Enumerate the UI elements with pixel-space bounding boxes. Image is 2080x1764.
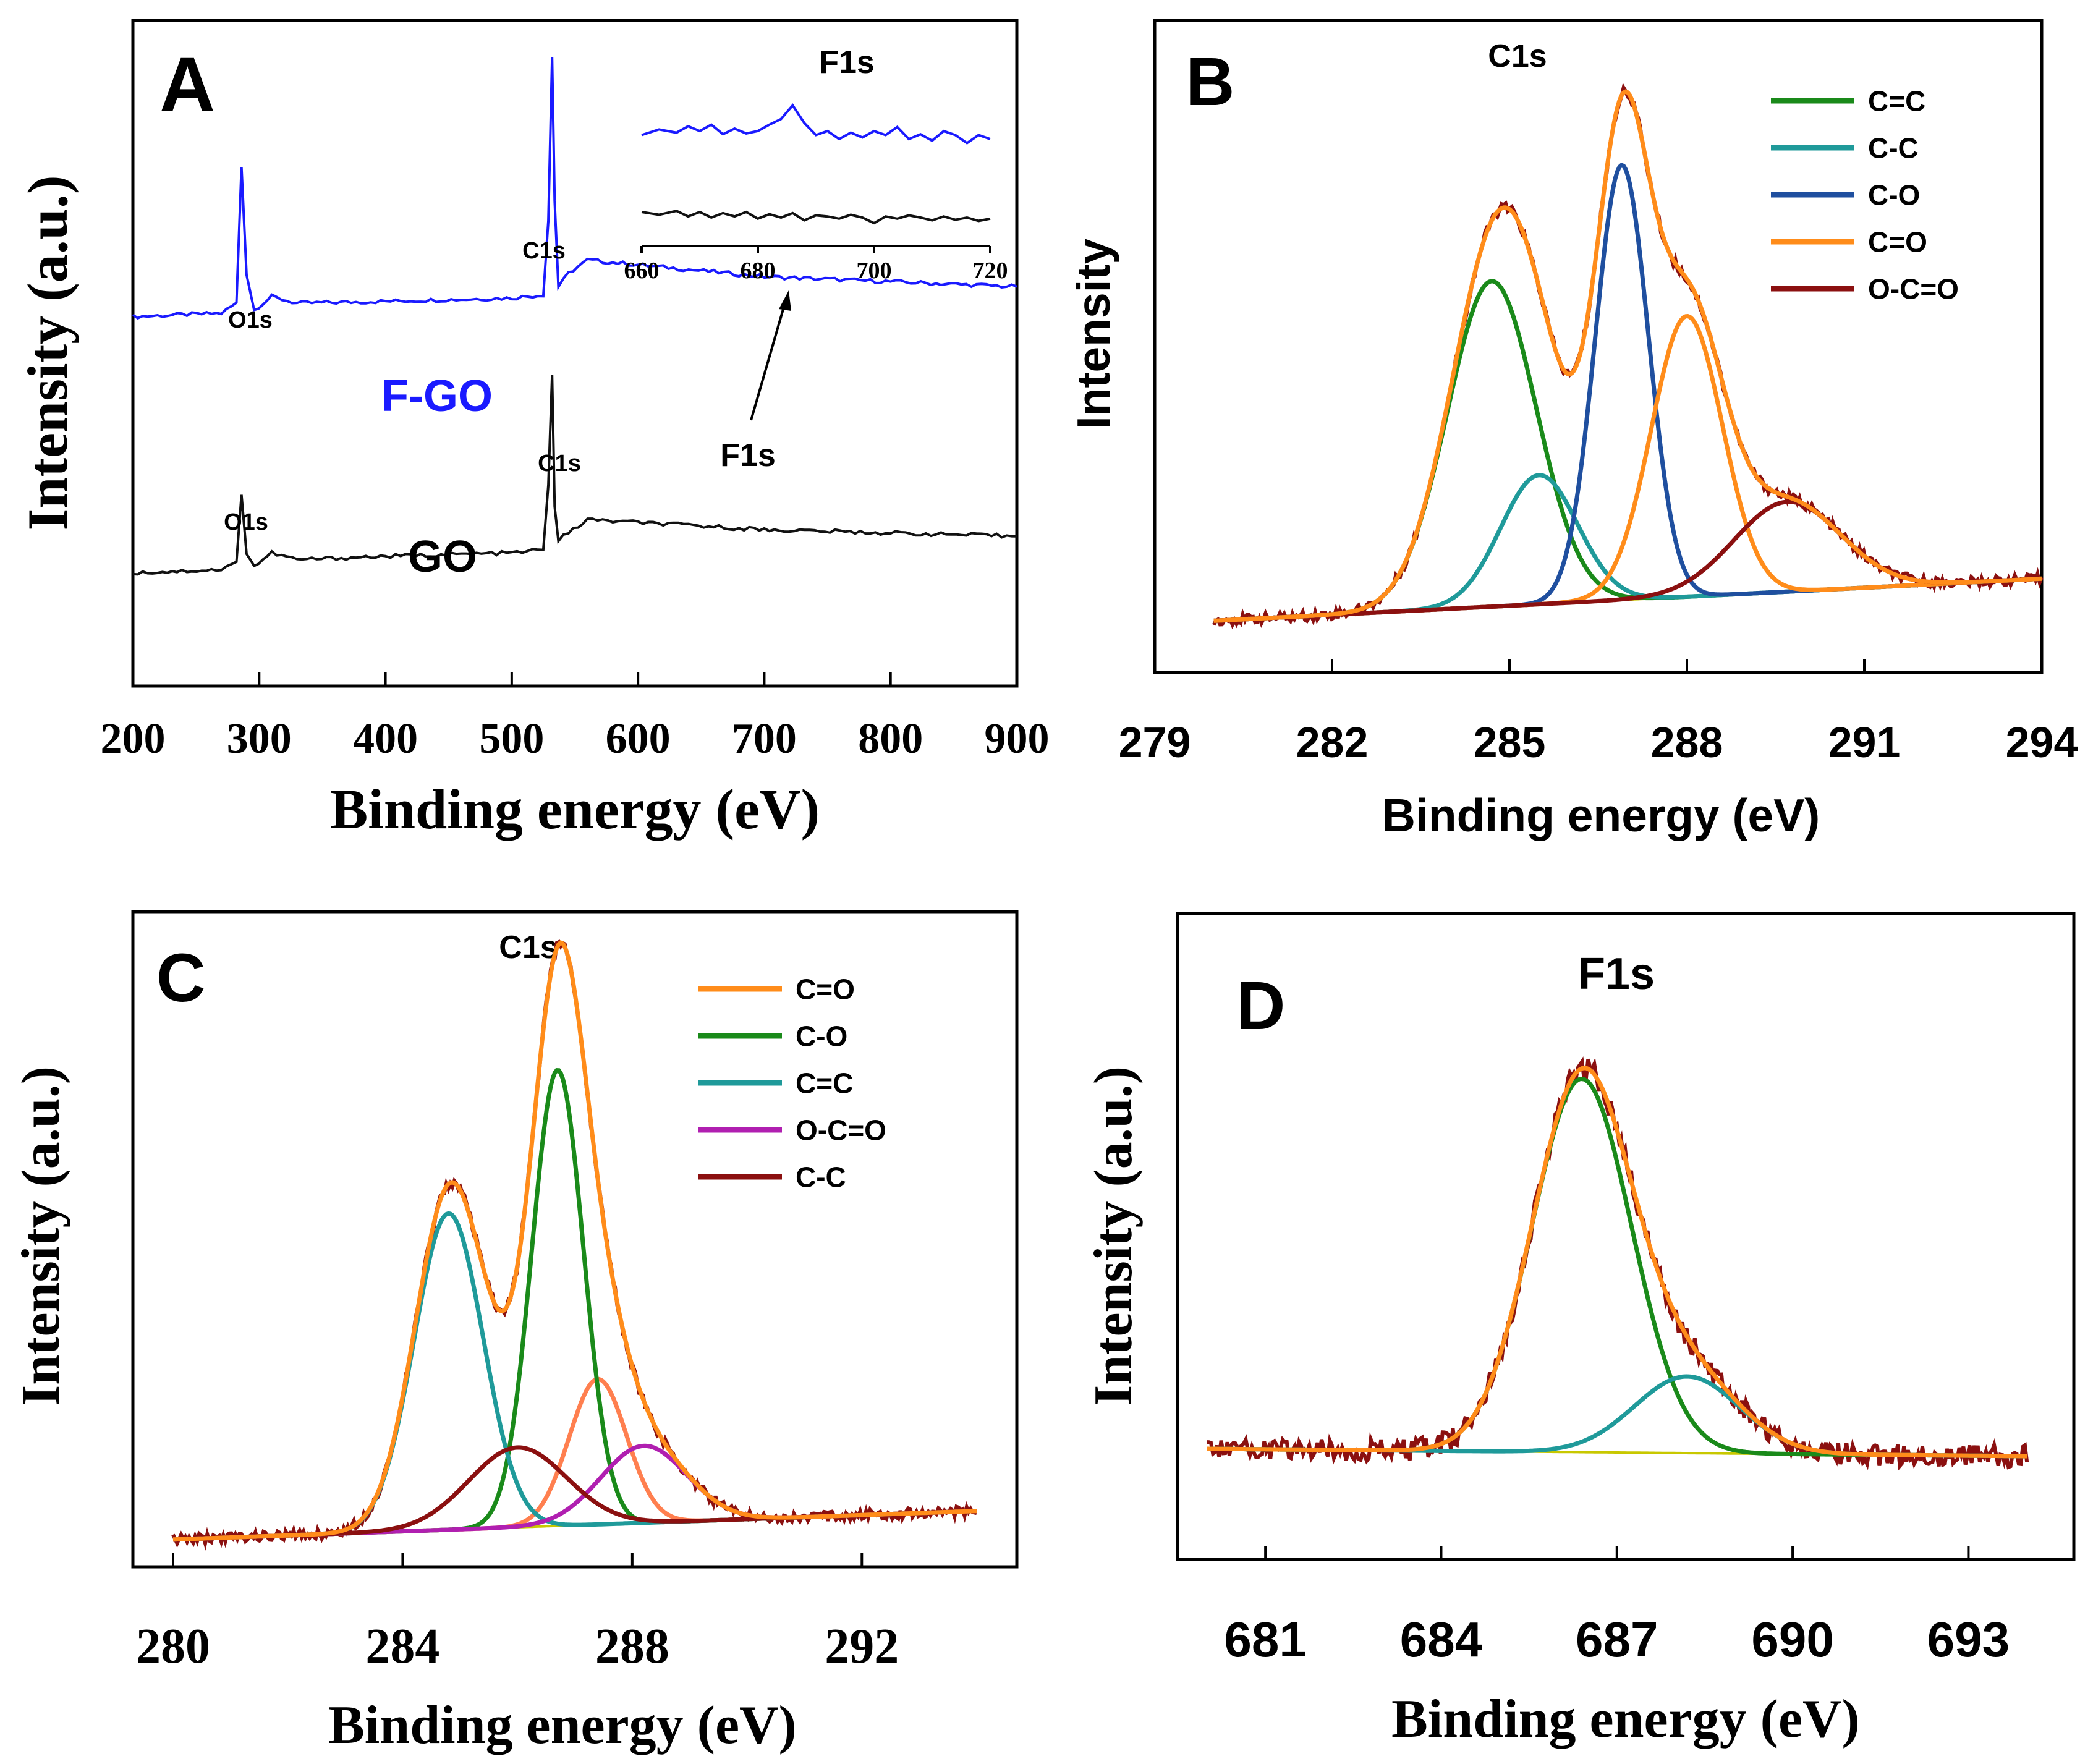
panel-c-tick-label-284: 284 <box>365 1619 439 1674</box>
panel-c-tick-label-288: 288 <box>595 1619 669 1674</box>
panel-d-measured-spectrum <box>1207 1056 2029 1471</box>
panel-b-legend: C=C C-C C-O C=O O-C=O <box>1771 85 1959 305</box>
panel-d-tick-label-684: 684 <box>1400 1612 1483 1667</box>
panel-c-plot <box>171 939 977 1551</box>
panel-a-inset-series <box>641 103 991 225</box>
panel-a-tick-label-400: 400 <box>353 715 418 763</box>
panel-c-tick-label-292: 292 <box>825 1619 899 1674</box>
panel-a-inset-series-F-GO <box>641 103 991 145</box>
panel-a: A Intensity (a.u.) Binding energy (eV) 2… <box>16 19 1050 841</box>
panel-b-measured-spectrum <box>1212 82 2044 630</box>
panel-d-envelope <box>1207 1066 2027 1459</box>
panel-a-series-GO <box>132 375 1017 576</box>
panel-a-inset-tick-label-720: 720 <box>973 258 1008 284</box>
panel-a-arrow-line <box>750 302 786 421</box>
panel-a-ylabel: Intensity (a.u.) <box>16 175 79 530</box>
panel-a-arrow-head <box>779 290 791 311</box>
panel-a-f1s-annotation: F1s <box>720 438 776 473</box>
panel-b-tick-label-279: 279 <box>1119 718 1191 766</box>
panel-c-xlabel: Binding energy (eV) <box>328 1695 797 1755</box>
panel-b-title: C1s <box>1488 38 1547 74</box>
panel-a-inset: F1s 660 680 700 720 <box>624 45 1008 284</box>
panel-c-legend: C=O C-O C=C O-C=O C-C <box>698 973 886 1194</box>
panel-c-frame <box>131 910 1019 1569</box>
panel-a-go-c1s: C1s <box>538 451 581 477</box>
panel-a-inset-title: F1s <box>819 45 875 80</box>
panel-b-tick-label-288: 288 <box>1651 718 1723 766</box>
panel-a-series-F-GO <box>132 57 1017 320</box>
panel-a-inset-ticks: 660 680 700 720 <box>624 246 1008 284</box>
panel-a-go-o1s: O1s <box>224 509 268 535</box>
panel-c-measured-spectrum <box>171 939 977 1551</box>
panel-c-ylabel: Intensity (a.u.) <box>11 1066 71 1406</box>
panel-a-letter: A <box>159 42 215 128</box>
panel-d-tick-label-693: 693 <box>1927 1612 2010 1667</box>
panel-b-tick-label-282: 282 <box>1296 718 1369 766</box>
panel-b-legend-label-C-O: C-O <box>1868 179 1920 211</box>
panel-b: B C1s Intensity Binding energy (eV) 279 2… <box>1068 19 2078 841</box>
panel-d-xticks: 681 684 687 690 693 <box>1224 1546 2010 1667</box>
panel-a-frame <box>131 19 1019 688</box>
panel-b-component-C=C <box>1213 279 2042 623</box>
panel-a-inset-tick-label-700: 700 <box>857 258 892 284</box>
panel-a-xticks: 200 300 400 500 600 700 800 900 <box>101 672 1050 763</box>
panel-d-frame <box>1176 912 2076 1561</box>
panel-d-plot <box>1207 1056 2029 1471</box>
panel-b-xticks: 279 282 285 288 291 294 <box>1119 659 2078 766</box>
panel-a-tick-label-600: 600 <box>606 715 671 763</box>
panel-b-legend-label-C=C: C=C <box>1868 85 1925 117</box>
panel-c-xticks: 280 284 288 292 <box>136 1553 899 1674</box>
panel-d-letter: D <box>1236 968 1285 1044</box>
panel-b-frame <box>1153 19 2044 674</box>
panel-b-tick-label-291: 291 <box>1828 718 1901 766</box>
panel-d-tick-label-690: 690 <box>1751 1612 1833 1667</box>
panel-b-xlabel: Binding energy (eV) <box>1382 789 1820 841</box>
panel-a-go-label: GO <box>408 532 477 582</box>
panel-c-legend-label-O-C=O: O-C=O <box>796 1114 886 1147</box>
panel-c-legend-label-C-O: C-O <box>796 1020 847 1053</box>
panel-a-series <box>132 57 1017 576</box>
panel-d-tick-label-687: 687 <box>1576 1612 1658 1667</box>
panel-a-tick-label-800: 800 <box>858 715 923 763</box>
panel-b-letter: B <box>1186 44 1234 120</box>
panel-c-title: C1s <box>499 930 558 965</box>
panel-c-envelope <box>172 940 977 1542</box>
panel-a-inset-tick-label-680: 680 <box>741 258 776 284</box>
panel-d-ylabel: Intensity (a.u.) <box>1084 1066 1144 1406</box>
panel-d-tick-label-681: 681 <box>1224 1612 1306 1667</box>
panel-b-plot <box>1212 82 2044 630</box>
panel-c-legend-label-C=O: C=O <box>796 973 855 1006</box>
panel-a-tick-label-300: 300 <box>227 715 292 763</box>
panel-b-legend-label-C-C: C-C <box>1868 132 1919 164</box>
panel-b-component-O-C=O <box>1213 499 2042 623</box>
panel-b-ylabel: Intensity <box>1068 239 1119 430</box>
panel-c-component-C=C <box>172 1211 977 1542</box>
panel-a-fgo-label: F-GO <box>381 371 493 421</box>
panel-b-legend-label-O-C=O: O-C=O <box>1868 273 1959 305</box>
panel-c: C C1s Intensity (a.u.) Binding energy (e… <box>11 910 1019 1755</box>
panel-a-inset-series-GO <box>641 210 991 225</box>
panel-c-letter: C <box>156 940 205 1016</box>
panel-b-component-C=O <box>1213 313 2042 623</box>
panel-a-tick-label-200: 200 <box>101 715 166 763</box>
panel-d: D F1s Intensity (a.u.) Binding energy (e… <box>1084 912 2076 1749</box>
panel-c-legend-label-C=C: C=C <box>796 1067 853 1100</box>
panel-a-fgo-o1s: O1s <box>228 307 273 333</box>
panel-a-tick-label-500: 500 <box>479 715 544 763</box>
panel-b-tick-label-294: 294 <box>2006 718 2078 766</box>
panel-a-tick-label-700: 700 <box>732 715 797 763</box>
panel-d-xlabel: Binding energy (eV) <box>1391 1689 1860 1749</box>
panel-a-tick-label-900: 900 <box>985 715 1050 763</box>
panel-b-legend-label-C=O: C=O <box>1868 226 1927 258</box>
panel-b-envelope <box>1213 89 2042 623</box>
panel-c-tick-label-280: 280 <box>136 1619 210 1674</box>
panel-d-title: F1s <box>1578 949 1655 999</box>
panel-b-tick-label-285: 285 <box>1474 718 1546 766</box>
panel-a-xlabel: Binding energy (eV) <box>330 778 820 841</box>
panel-a-fgo-c1s: C1s <box>522 238 566 264</box>
panel-c-legend-label-C-C: C-C <box>796 1161 846 1194</box>
panel-a-inset-tick-label-660: 660 <box>624 258 660 284</box>
